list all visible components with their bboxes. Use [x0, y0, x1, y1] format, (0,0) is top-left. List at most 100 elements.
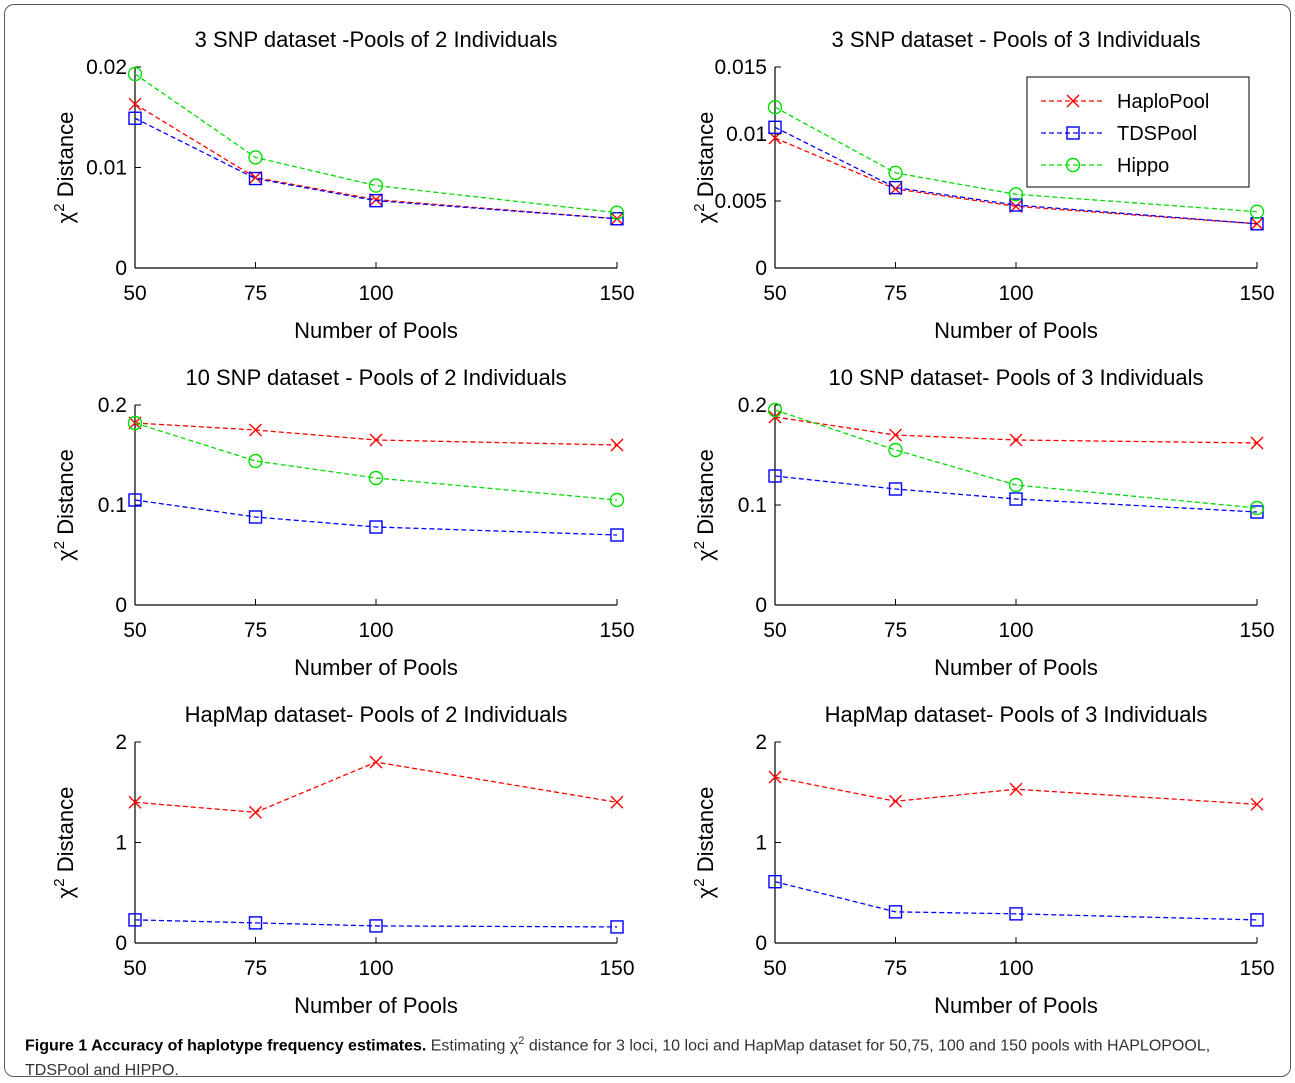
y-axis-label-superscript: 2 — [691, 541, 708, 549]
y-tick-label: 0.015 — [714, 56, 767, 79]
x-tick-label: 100 — [358, 282, 393, 305]
data-point — [1009, 433, 1023, 447]
x-axis-label: Number of Pools — [294, 993, 458, 1018]
series-line — [774, 126, 1258, 225]
data-point — [767, 99, 783, 115]
series-line — [774, 137, 1258, 225]
y-tick-label: 2 — [115, 731, 127, 754]
data-point — [249, 805, 262, 819]
data-point — [1008, 477, 1024, 493]
y-axis-label: χ2 Distance — [691, 112, 718, 224]
data-point-stroke-b — [1250, 797, 1264, 811]
data-point — [768, 120, 782, 135]
series-hippo — [767, 402, 1265, 516]
series-line — [134, 422, 618, 501]
y-axis-label-chi: χ — [53, 211, 78, 223]
y-axis-label: χ2 Distance — [51, 449, 78, 561]
x-tick-label: 50 — [123, 957, 146, 980]
data-point — [1250, 505, 1264, 519]
series-tdspool — [768, 469, 1264, 519]
y-tick-label: 0.01 — [726, 123, 767, 146]
chart-panel-5: HapMap dataset- Pools of 2 Individuals 0 1… — [51, 702, 635, 1018]
data-point — [888, 165, 903, 181]
data-point-stroke-b — [249, 171, 262, 185]
data-point — [610, 920, 624, 934]
x-tick-label: 150 — [599, 957, 634, 980]
y-tick-label: 0.2 — [738, 394, 767, 417]
series-hippo — [767, 99, 1265, 219]
series-line — [774, 475, 1258, 513]
charts-grid: 3 SNP dataset -Pools of 2 Individuals 0 0.… — [51, 27, 1275, 1018]
x-tick-label: 50 — [763, 957, 786, 980]
chart-title: 3 SNP dataset - Pools of 3 Individuals — [832, 27, 1201, 52]
data-point — [128, 493, 142, 507]
chart-title: 10 SNP dataset- Pools of 3 Individuals — [828, 365, 1203, 390]
data-point — [369, 193, 383, 208]
series-hippo — [127, 66, 625, 220]
series-tdspool — [128, 913, 624, 934]
data-point — [768, 469, 782, 483]
x-tick-label: 50 — [123, 282, 146, 305]
caption-text-after: distance for 3 loci, 10 loci and HapMap … — [25, 1037, 1211, 1080]
y-axis-label-distance: Distance — [53, 449, 78, 541]
x-tick-label: 150 — [1239, 957, 1274, 980]
data-point — [1250, 797, 1264, 811]
data-point — [609, 205, 625, 220]
x-axis-label: Number of Pools — [934, 993, 1098, 1018]
chart-panel-1: 3 SNP dataset -Pools of 2 Individuals 0 0.… — [51, 27, 635, 343]
series-line — [774, 106, 1258, 213]
data-point — [610, 795, 624, 809]
series-haplopool — [128, 416, 624, 452]
x-tick-label: 75 — [244, 957, 267, 980]
data-point-stroke-b — [128, 795, 142, 809]
y-tick-label: 0 — [115, 932, 127, 955]
data-point — [888, 180, 903, 195]
series-tdspool — [128, 493, 624, 542]
x-tick-label: 150 — [1239, 282, 1274, 305]
caption-text-before: Estimating χ — [426, 1037, 519, 1055]
figure-frame: 3 SNP dataset -Pools of 2 Individuals 0 0.… — [4, 4, 1291, 1079]
caption-chi-superscript: 2 — [518, 1035, 525, 1047]
chart-title: 3 SNP dataset -Pools of 2 Individuals — [195, 27, 558, 52]
data-point — [1008, 187, 1024, 202]
x-tick-label: 100 — [358, 619, 393, 642]
data-point — [888, 442, 903, 458]
chart-title: HapMap dataset- Pools of 2 Individuals — [185, 702, 568, 727]
series-line — [134, 117, 618, 220]
chart-panel-4: 10 SNP dataset- Pools of 3 Individuals 0 0… — [691, 365, 1275, 680]
data-point — [1009, 907, 1023, 921]
series-line — [134, 761, 618, 814]
x-tick-label: 100 — [998, 282, 1033, 305]
x-tick-label: 75 — [244, 619, 267, 642]
data-point-stroke-b — [369, 755, 383, 769]
legend-label: Hippo — [1117, 155, 1169, 177]
x-tick-label: 50 — [123, 619, 146, 642]
y-tick-label: 0 — [755, 594, 767, 617]
y-axis-label-superscript: 2 — [51, 541, 68, 549]
figure-caption: Figure 1 Accuracy of haplotype frequency… — [25, 1029, 1265, 1083]
data-point-stroke-b — [249, 805, 262, 819]
data-point-stroke-b — [610, 438, 624, 452]
data-point-stroke-b — [889, 428, 902, 442]
y-axis-label-superscript: 2 — [51, 878, 68, 886]
y-tick-label: 0.1 — [98, 494, 127, 517]
data-point-stroke-b — [249, 423, 262, 437]
data-point — [248, 150, 263, 165]
data-point-stroke-b — [369, 193, 383, 207]
y-tick-label: 1 — [115, 832, 127, 855]
y-axis-label-chi: χ — [53, 549, 78, 561]
data-point — [768, 131, 782, 145]
data-point — [248, 916, 263, 930]
data-point — [1249, 500, 1265, 516]
x-tick-label: 75 — [884, 619, 907, 642]
data-point — [248, 171, 263, 186]
data-point-stroke-b — [1009, 433, 1023, 447]
series-line — [774, 776, 1258, 805]
data-point-stroke-b — [1250, 436, 1264, 450]
data-point — [128, 795, 142, 809]
y-tick-label: 0.1 — [738, 494, 767, 517]
x-tick-label: 50 — [763, 619, 786, 642]
series-line — [134, 499, 618, 536]
series-line — [134, 73, 618, 214]
data-point — [248, 453, 263, 469]
